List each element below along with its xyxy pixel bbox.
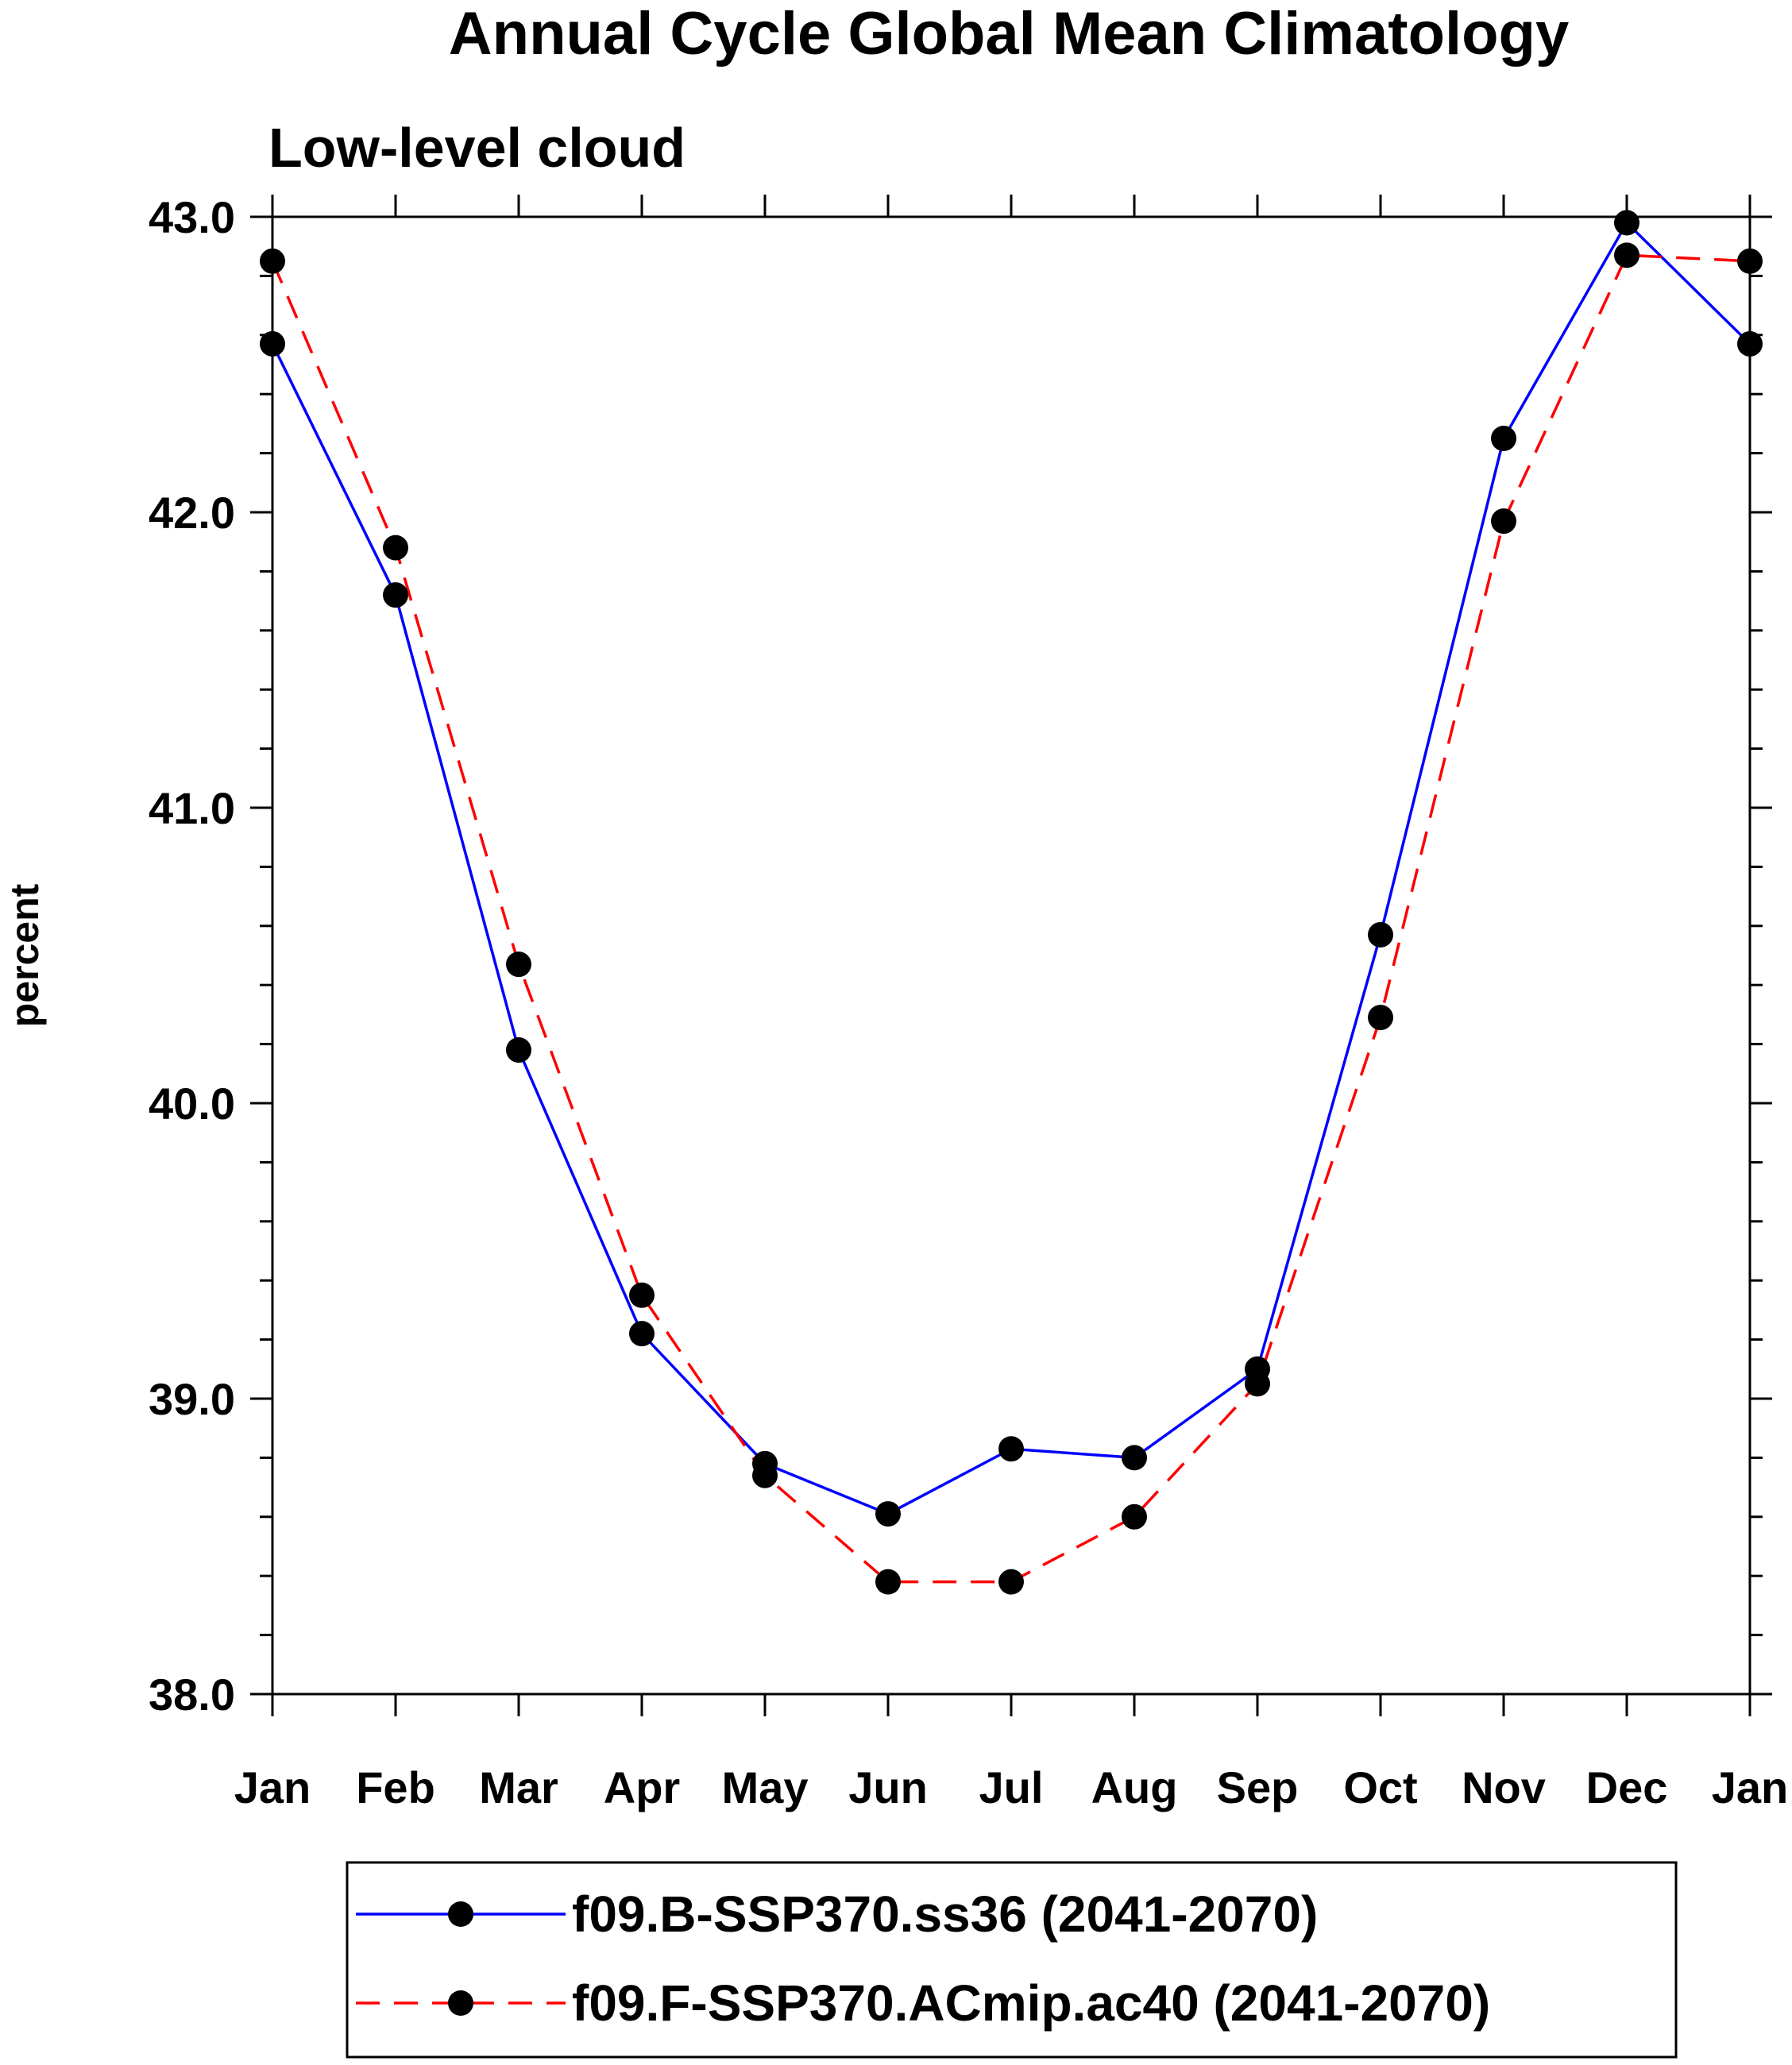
x-tick-label: Sep — [1217, 1762, 1299, 1812]
x-tick-label: Oct — [1343, 1762, 1417, 1812]
x-tick-label: Nov — [1462, 1762, 1546, 1812]
legend-label-2: f09.F-SSP370.ACmip.ac40 (2041-2070) — [572, 1974, 1490, 2032]
legend: f09.B-SSP370.ss36 (2041-2070) f09.F-SSP37… — [346, 1861, 1678, 2059]
chart-title: Annual Cycle Global Mean Climatology — [449, 0, 1569, 68]
data-point-s1 — [1368, 921, 1393, 948]
data-point-s2 — [1122, 1503, 1147, 1530]
data-point-s1 — [383, 582, 408, 608]
x-tick-label: Feb — [356, 1762, 435, 1812]
y-tick-label: 42.0 — [149, 488, 235, 538]
data-point-s1 — [506, 1037, 531, 1063]
y-tick-label: 40.0 — [149, 1079, 235, 1129]
legend-marker-2 — [448, 1990, 473, 2016]
data-point-s2 — [1245, 1371, 1270, 1397]
series-layer — [260, 210, 1763, 1595]
data-point-s2 — [1614, 242, 1639, 268]
x-tick-label: Aug — [1091, 1762, 1178, 1812]
x-tick-label: Jan — [234, 1762, 311, 1812]
data-point-s1 — [629, 1321, 655, 1347]
x-tick-label: Apr — [604, 1762, 680, 1812]
x-tick-label: May — [722, 1762, 809, 1812]
x-tick-label: Dec — [1586, 1762, 1668, 1812]
data-point-s1 — [1614, 210, 1639, 236]
legend-box — [346, 1861, 1678, 2059]
series-line-2 — [271, 253, 1751, 1584]
data-point-s1 — [1491, 426, 1516, 451]
data-point-s2 — [383, 535, 408, 561]
data-point-s2 — [875, 1569, 901, 1595]
legend-entries: f09.B-SSP370.ss36 (2041-2070) f09.F-SSP37… — [356, 1886, 1490, 2032]
y-tick-label: 39.0 — [149, 1374, 235, 1424]
x-tick-label: Jul — [979, 1762, 1044, 1812]
data-point-s2 — [629, 1282, 655, 1308]
x-tick-label: Jan — [1712, 1762, 1789, 1812]
y-tick-label: 41.0 — [149, 783, 235, 833]
plot-frame — [271, 215, 1751, 1696]
data-point-s2 — [1491, 508, 1516, 535]
x-tick-label: Mar — [479, 1762, 558, 1812]
data-point-s2 — [998, 1569, 1024, 1595]
axis-ticks — [250, 195, 1772, 1716]
x-tick-labels: Jan Feb Mar Apr May Jun Jul Aug Sep Oct Nov Dec Jan — [234, 1762, 1789, 1812]
series-line-1 — [271, 220, 1751, 1516]
legend-marker-1 — [448, 1901, 473, 1927]
y-tick-label: 43.0 — [149, 192, 235, 242]
data-point-s2 — [752, 1462, 778, 1488]
data-point-s2 — [506, 951, 531, 978]
y-tick-label: 38.0 — [149, 1669, 235, 1720]
data-point-s1 — [875, 1501, 901, 1527]
x-tick-label: Jun — [848, 1762, 928, 1812]
y-tick-labels: 38.0 39.0 40.0 41.0 42.0 43.0 — [149, 192, 235, 1720]
data-point-s2 — [1368, 1005, 1393, 1031]
legend-label-1: f09.B-SSP370.ss36 (2041-2070) — [572, 1886, 1318, 1943]
chart-subtitle: Low-level cloud — [268, 117, 686, 179]
data-point-s1 — [998, 1436, 1024, 1462]
data-point-s1 — [1122, 1445, 1147, 1471]
y-axis-label: percent — [2, 883, 47, 1027]
